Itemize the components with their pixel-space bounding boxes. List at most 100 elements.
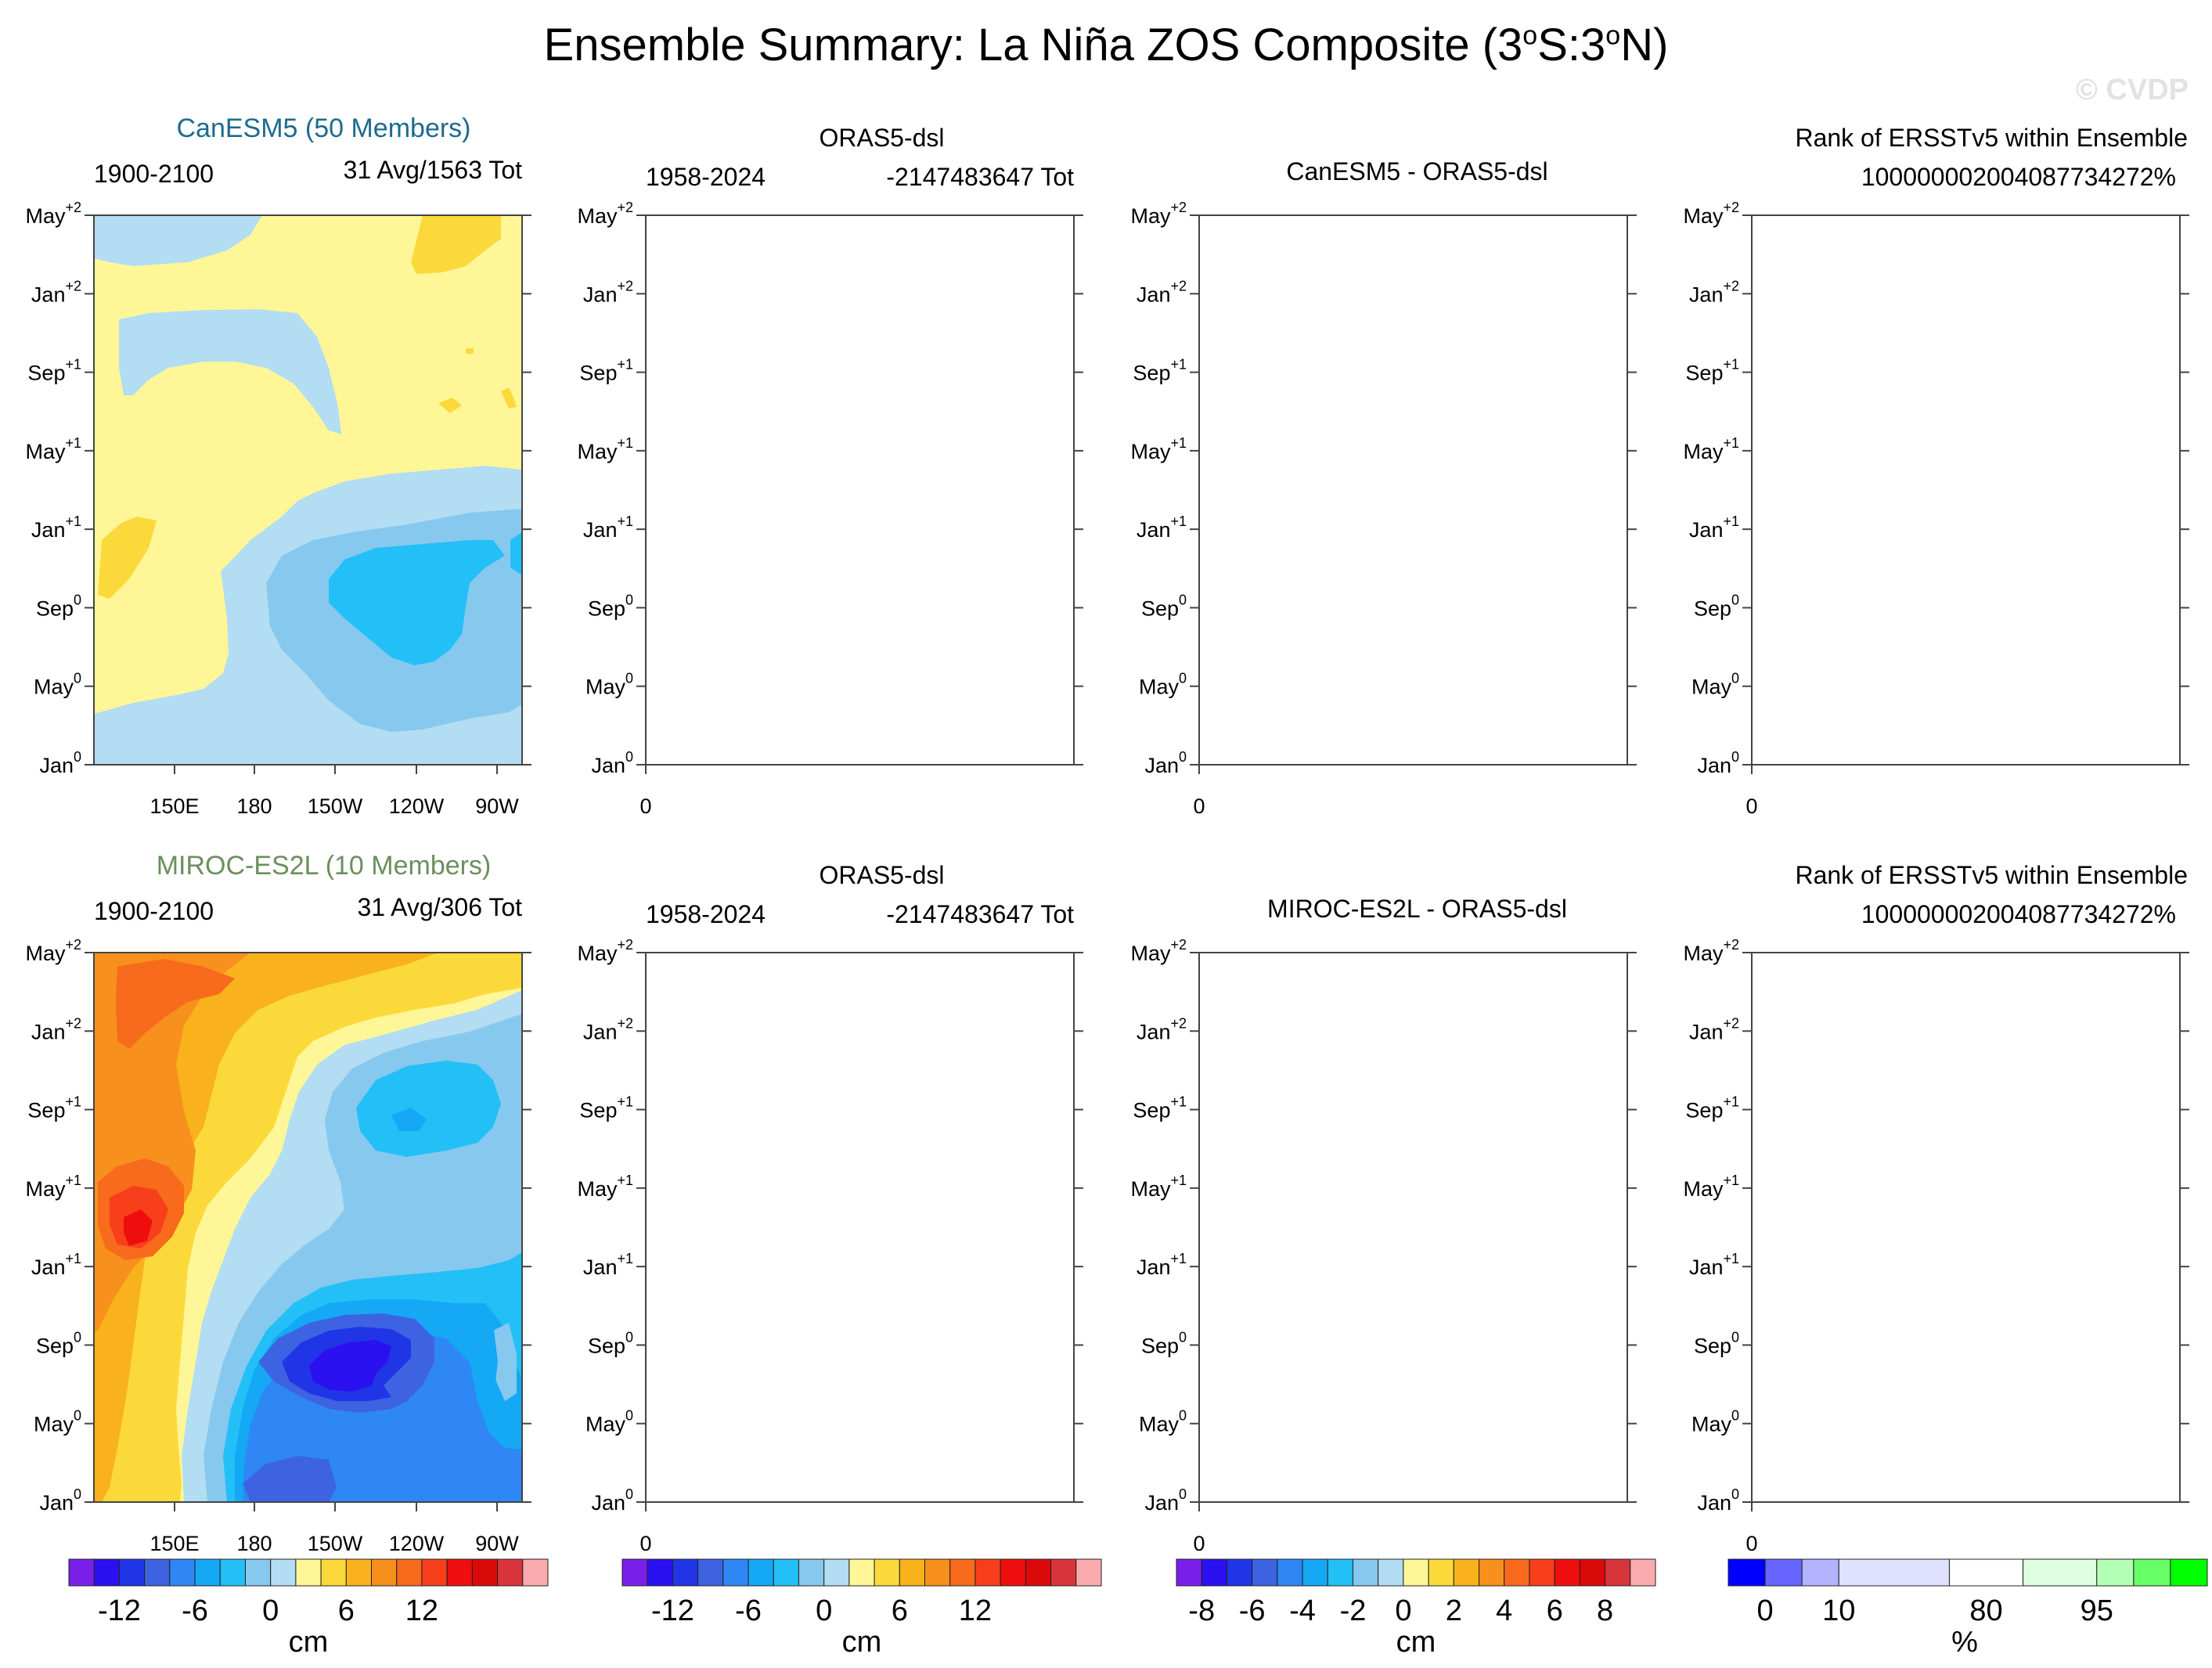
colorbar-swatch bbox=[1727, 1558, 1766, 1587]
colorbar-swatch bbox=[2133, 1558, 2171, 1587]
ytick-label: Jan0 bbox=[591, 1486, 633, 1515]
colorbar-3: 0 10 80 95% bbox=[1727, 1558, 2208, 1659]
xtick-label: 150E bbox=[150, 1532, 199, 1555]
colorbar-swatch bbox=[1050, 1558, 1077, 1587]
colorbar-swatch bbox=[1630, 1558, 1656, 1587]
colorbar-swatch bbox=[621, 1558, 648, 1587]
rank-value: 100000002004087734272% bbox=[1861, 163, 2176, 191]
canesm5-region-neg2-top bbox=[94, 215, 262, 266]
ytick-label: May0 bbox=[585, 671, 633, 699]
ytick-label: Jan0 bbox=[1697, 749, 1739, 777]
colorbar-swatch bbox=[1252, 1558, 1278, 1587]
panel-frame-r0-obs bbox=[645, 214, 1075, 766]
colorbar-label: 0 bbox=[816, 1594, 832, 1627]
canesm5-region-2-to-4-left bbox=[98, 517, 157, 599]
ytick-label: May+2 bbox=[25, 200, 81, 228]
ytick-label: Sep+1 bbox=[1685, 1094, 1739, 1122]
colorbar-label: 80 bbox=[1969, 1594, 2002, 1627]
canesm5-region-2-to-4-dot3 bbox=[466, 348, 474, 354]
ytick-label: Jan0 bbox=[591, 749, 633, 777]
ytick-label: May0 bbox=[1691, 671, 1739, 699]
xtick-label-empty: 0 bbox=[639, 794, 651, 818]
colorbar-swatch bbox=[244, 1558, 272, 1587]
colorbar-label: 0 bbox=[1757, 1594, 1774, 1627]
ytick-label: Sep0 bbox=[36, 1329, 81, 1357]
colorbar-swatch bbox=[672, 1558, 699, 1587]
colorbar-swatch bbox=[219, 1558, 246, 1587]
canesm5-contour-map bbox=[94, 215, 522, 765]
colorbar-swatch bbox=[1453, 1558, 1480, 1587]
colorbar-swatch bbox=[522, 1558, 549, 1587]
colorbar-swatch bbox=[118, 1558, 146, 1587]
ytick-label: May0 bbox=[1139, 1408, 1187, 1436]
colorbar-swatch bbox=[1025, 1558, 1052, 1587]
colorbar-label: 6 bbox=[1547, 1594, 1563, 1627]
xtick-label-empty: 0 bbox=[1193, 794, 1205, 818]
colorbar-label: -6 bbox=[735, 1594, 762, 1627]
miroc-region-neg16 bbox=[309, 1340, 391, 1392]
ytick-label: Jan+2 bbox=[31, 278, 81, 306]
colorbar-swatch bbox=[1327, 1558, 1353, 1587]
colorbar-swatch bbox=[1428, 1558, 1454, 1587]
colorbar-swatch bbox=[848, 1558, 875, 1587]
ytick-label: Sep0 bbox=[1694, 592, 1739, 620]
ytick-label: Jan+1 bbox=[583, 1251, 633, 1279]
colorbar-label: -12 bbox=[651, 1594, 694, 1627]
ytick-label: Sep0 bbox=[36, 592, 81, 620]
miroc-region-neg8-right bbox=[479, 1323, 498, 1401]
colorbar-swatch bbox=[975, 1558, 1001, 1587]
model-count: 31 Avg/1563 Tot bbox=[344, 156, 522, 184]
colorbar-swatch bbox=[2096, 1558, 2135, 1587]
colorbar-swatch bbox=[1504, 1558, 1530, 1587]
miroc-region-neg6-edge bbox=[493, 1323, 517, 1401]
xtick-label: 90W bbox=[475, 794, 519, 818]
ytick-label: Jan0 bbox=[1144, 1486, 1187, 1515]
colorbar-unit: cm bbox=[842, 1626, 882, 1659]
panel-frame-r1-obs bbox=[645, 952, 1075, 1503]
ytick-label: Jan+2 bbox=[1689, 1015, 1739, 1043]
colorbar-swatch bbox=[2170, 1558, 2208, 1587]
xtick-label-empty: 0 bbox=[639, 1532, 651, 1555]
ytick-label: Sep+1 bbox=[27, 357, 81, 385]
miroc-es2l-contour-map bbox=[94, 953, 522, 1502]
colorbar-swatch bbox=[1277, 1558, 1303, 1587]
canesm5-region-neg6-edge bbox=[510, 532, 522, 575]
miroc-region-12-to-14 bbox=[124, 1209, 153, 1246]
colorbar-swatch bbox=[899, 1558, 926, 1587]
rank-title: Rank of ERSSTv5 within Ensemble bbox=[1795, 861, 2188, 889]
colorbar-swatch bbox=[823, 1558, 850, 1587]
ytick-label: May+1 bbox=[1130, 1173, 1187, 1201]
colorbar-swatch bbox=[471, 1558, 499, 1587]
colorbar-swatch bbox=[144, 1558, 171, 1587]
colorbar-swatch bbox=[1226, 1558, 1253, 1587]
model-title: CanESM5 (50 Members) bbox=[176, 113, 470, 143]
ytick-label: May+2 bbox=[1683, 200, 1739, 228]
colorbar-swatch bbox=[798, 1558, 825, 1587]
xtick-label: 180 bbox=[236, 794, 272, 818]
colorbar-swatch bbox=[320, 1558, 347, 1587]
ytick-label: Jan+1 bbox=[1689, 1251, 1739, 1279]
colorbar-label: -8 bbox=[1188, 1594, 1215, 1627]
ytick-label: May0 bbox=[1139, 671, 1187, 699]
ytick-label: Jan+2 bbox=[583, 278, 633, 306]
canesm5-region-2-to-4-topright bbox=[411, 215, 501, 274]
ytick-label: May0 bbox=[585, 1408, 633, 1436]
ytick-label: May+2 bbox=[1130, 937, 1187, 965]
ytick-label: Jan+1 bbox=[1137, 1251, 1187, 1279]
canesm5-region-2-to-4-dot1 bbox=[438, 398, 462, 413]
colorbar-label: -6 bbox=[182, 1594, 208, 1627]
colorbar-label: 10 bbox=[1822, 1594, 1855, 1627]
colorbar-swatch bbox=[1201, 1558, 1227, 1587]
colorbar-swatch bbox=[194, 1558, 221, 1587]
colorbar-swatch bbox=[1403, 1558, 1429, 1587]
xtick-label: 150W bbox=[308, 794, 363, 818]
ytick-label: Sep+1 bbox=[1685, 357, 1739, 385]
colorbar-swatch bbox=[1579, 1558, 1606, 1587]
colorbar-swatch bbox=[1764, 1558, 1803, 1587]
colorbar-label: 0 bbox=[262, 1594, 279, 1627]
ytick-label: Jan+2 bbox=[1689, 278, 1739, 306]
miroc-region-neg8-cell bbox=[391, 1108, 427, 1131]
colorbar-swatch bbox=[396, 1558, 423, 1587]
ytick-label: Jan+1 bbox=[1689, 513, 1739, 542]
